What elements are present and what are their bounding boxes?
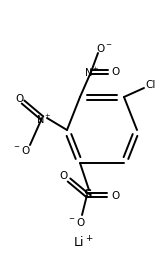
Text: O: O: [111, 67, 119, 77]
Text: O: O: [59, 171, 67, 181]
Text: O: O: [15, 94, 23, 104]
Text: O$^-$: O$^-$: [96, 42, 112, 54]
Text: Cl: Cl: [146, 80, 156, 90]
Text: Li$^+$: Li$^+$: [73, 235, 93, 251]
Text: S: S: [83, 188, 91, 201]
Text: N$^+$: N$^+$: [84, 66, 100, 79]
Text: $^-$O: $^-$O: [67, 216, 86, 228]
Text: $^-$O: $^-$O: [12, 144, 30, 156]
Text: N$^+$: N$^+$: [36, 112, 52, 126]
Text: O: O: [111, 191, 119, 201]
